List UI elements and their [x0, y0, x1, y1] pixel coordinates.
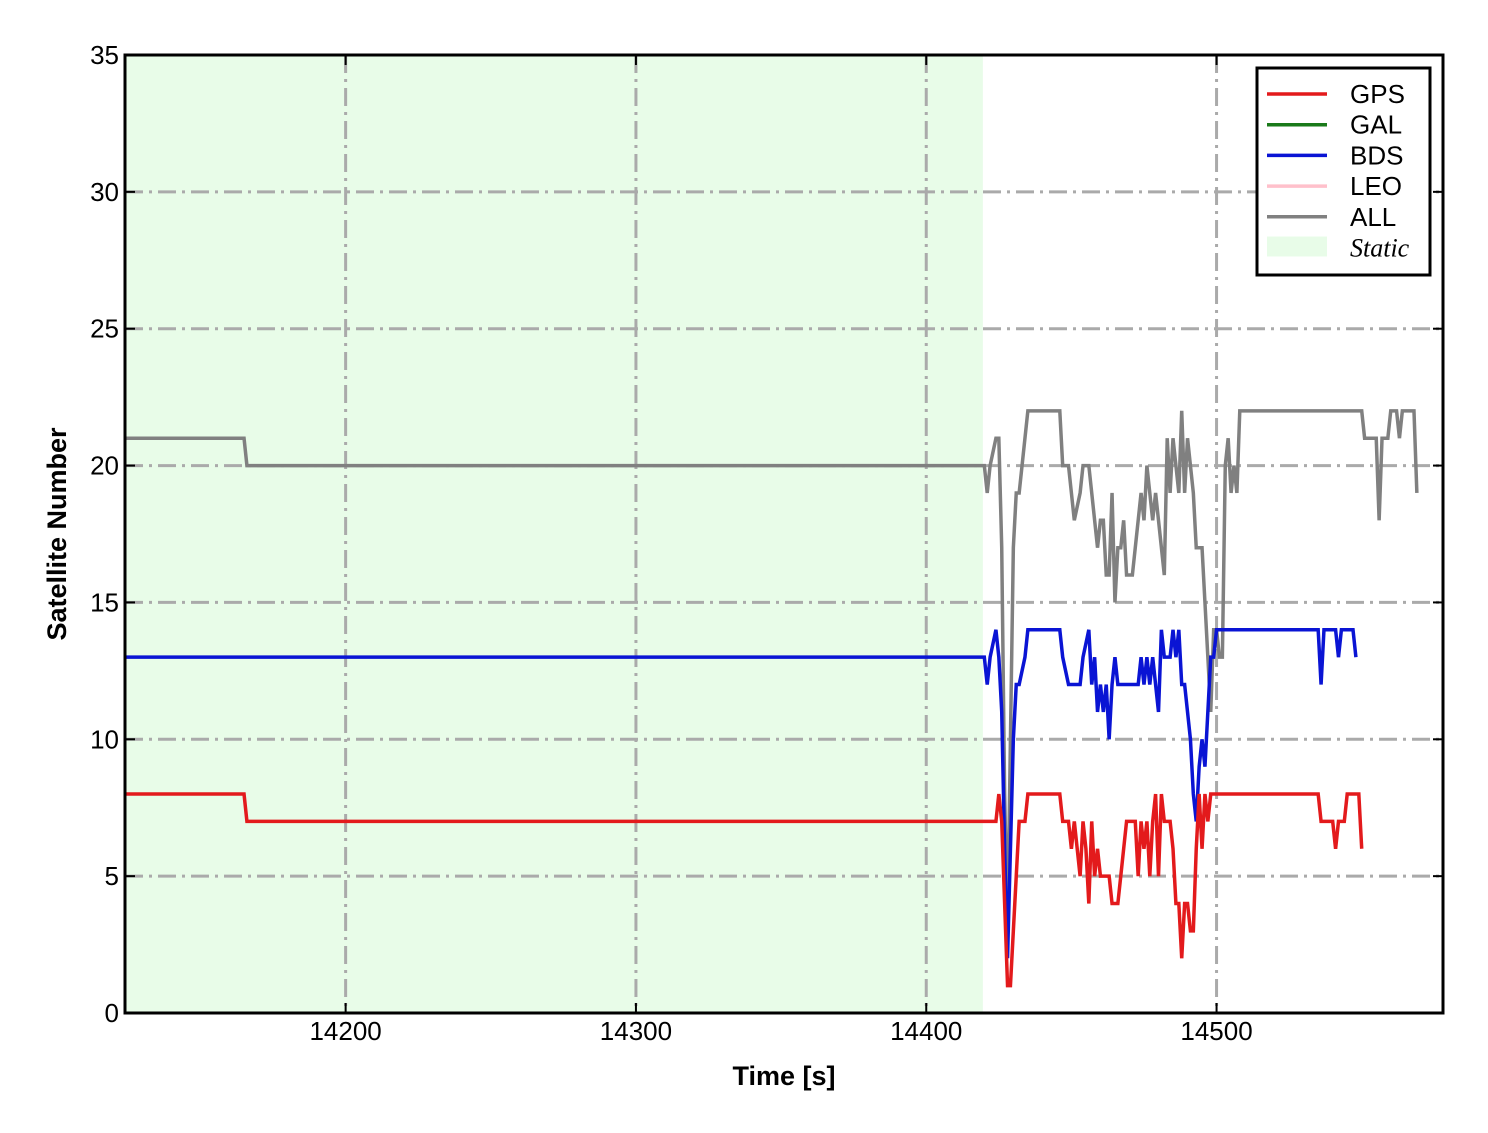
series-line-bds	[125, 628, 1358, 959]
x-tick-label: 14500	[1180, 1016, 1252, 1046]
legend-swatch-static	[1267, 236, 1327, 257]
x-tick-label: 14400	[890, 1016, 962, 1046]
y-tick-label: 15	[90, 587, 119, 617]
legend-label-bds: BDS	[1350, 140, 1403, 170]
series-line-all	[125, 409, 1419, 931]
x-tick-label: 14300	[600, 1016, 672, 1046]
y-tick-label: 0	[105, 998, 119, 1028]
y-tick-label: 25	[90, 314, 119, 344]
series-line-gps	[125, 792, 1364, 988]
y-tick-label: 5	[105, 861, 119, 891]
plot-frame	[123, 53, 1445, 1015]
y-tick-label: 20	[90, 451, 119, 481]
series-lines	[125, 409, 1419, 988]
x-axis-title: Time [s]	[732, 1061, 835, 1091]
y-axis-title: Satellite Number	[42, 427, 72, 641]
y-tick-label: 30	[90, 177, 119, 207]
shaded-region-static	[125, 55, 983, 1013]
x-tick-label: 14200	[309, 1016, 381, 1046]
axis-ticks: 14200 14300 14400 14500 0 5 10 15 20 25 30 35	[90, 40, 1443, 1046]
y-tick-label: 10	[90, 724, 119, 754]
legend-label-leo: LEO	[1350, 171, 1402, 201]
legend-label-static: Static	[1350, 234, 1410, 263]
y-tick-label: 35	[90, 40, 119, 70]
shaded-regions	[125, 55, 983, 1013]
legend-label-gps: GPS	[1350, 79, 1405, 109]
legend-label-gal: GAL	[1350, 110, 1402, 140]
legend-label-all: ALL	[1350, 202, 1396, 232]
